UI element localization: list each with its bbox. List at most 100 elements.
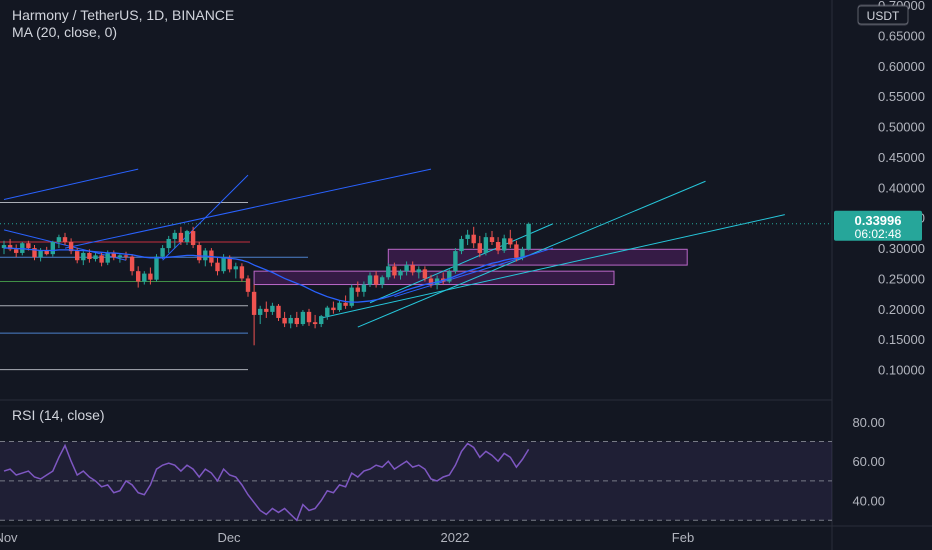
candle [428, 278, 434, 285]
candle [459, 238, 464, 252]
candle [123, 255, 129, 257]
time-tick-label: Dec [217, 530, 241, 545]
candle [160, 248, 165, 257]
time-axis[interactable]: Nov Dec 2022 Feb [0, 530, 694, 545]
candle [373, 275, 379, 285]
candle [276, 305, 281, 318]
trend-line [162, 174, 249, 261]
candle [14, 249, 19, 253]
candle [465, 234, 470, 239]
countdown-label: 06:02:48 [855, 227, 902, 241]
candle [136, 271, 141, 282]
candle [32, 248, 37, 258]
symbol-legend[interactable]: Harmony / TetherUS, 1D, BINANCE [12, 7, 235, 23]
candle [105, 252, 110, 263]
candle [221, 257, 226, 272]
ma-legend[interactable]: MA (20, close, 0) [12, 24, 118, 40]
candle [44, 250, 49, 255]
rsi-tick-label: 40.00 [852, 494, 885, 509]
candle [215, 262, 220, 272]
candle [422, 269, 428, 279]
candle [117, 255, 123, 258]
candle [355, 287, 360, 292]
rsi-line [3, 442, 530, 522]
candle [367, 275, 373, 285]
candle [62, 237, 68, 242]
price-tick-label: 0.45000 [878, 150, 925, 165]
candle [526, 223, 531, 250]
candle [447, 271, 452, 282]
candle [197, 245, 202, 261]
rsi-tick-label: 80.00 [852, 415, 885, 430]
trend-line [3, 168, 139, 200]
price-tick-label: 0.15000 [878, 332, 925, 347]
candle [93, 255, 98, 260]
candle [502, 238, 507, 251]
rsi-legend[interactable]: RSI (14, close) [12, 407, 105, 423]
time-tick-label: Nov [0, 530, 18, 545]
candle [178, 232, 184, 242]
ma-line [4, 247, 529, 303]
candles-layer [1, 222, 531, 346]
candle [56, 237, 62, 242]
candle [410, 265, 415, 273]
trend-line [64, 168, 432, 249]
price-tick-label: 0.20000 [878, 302, 925, 317]
candle [483, 237, 489, 253]
price-tick-label: 0.25000 [878, 271, 925, 286]
rsi-pane [0, 441, 832, 522]
candle [380, 277, 385, 285]
candle [508, 238, 513, 245]
rsi-tick-label: 60.00 [852, 454, 885, 469]
candle [288, 317, 293, 324]
candle [349, 287, 354, 306]
candle [331, 307, 336, 311]
candle [319, 316, 324, 325]
candle [361, 284, 367, 292]
candle [148, 273, 153, 280]
candle [251, 291, 257, 315]
candle [416, 269, 421, 273]
price-tick-label: 0.60000 [878, 59, 925, 74]
candle [7, 245, 13, 250]
candle [514, 244, 519, 258]
candle [343, 302, 348, 306]
candle [312, 322, 318, 325]
price-axis[interactable]: 0.700000.650000.600000.550000.500000.450… [857, 0, 925, 378]
candle [325, 307, 330, 317]
candle [233, 266, 238, 270]
candle [306, 311, 312, 323]
candle [520, 249, 525, 258]
candle [50, 242, 55, 255]
candle [270, 305, 275, 312]
last-price-label: 0.33996 [855, 213, 902, 228]
candle [154, 256, 159, 280]
candle [239, 266, 245, 279]
candle [471, 234, 476, 244]
candle [190, 231, 196, 246]
candle [87, 252, 92, 260]
candle [129, 256, 135, 272]
drawings-layer[interactable] [0, 168, 785, 371]
candle [99, 255, 104, 263]
trend-line [369, 223, 554, 304]
time-tick-label: Feb [672, 530, 694, 545]
candle [75, 251, 80, 261]
time-tick-label: 2022 [441, 530, 470, 545]
candle [184, 231, 190, 242]
candle [477, 243, 482, 253]
last-price-tag [834, 210, 922, 241]
price-tick-label: 0.40000 [878, 180, 925, 195]
trend-line [321, 214, 785, 319]
price-tick-label: 0.30000 [878, 241, 925, 256]
candle [386, 266, 391, 278]
candle [392, 266, 397, 276]
candle [245, 278, 251, 292]
candle [111, 252, 116, 258]
candle [264, 308, 269, 312]
candle [337, 302, 342, 311]
price-tick-label: 0.50000 [878, 120, 925, 135]
